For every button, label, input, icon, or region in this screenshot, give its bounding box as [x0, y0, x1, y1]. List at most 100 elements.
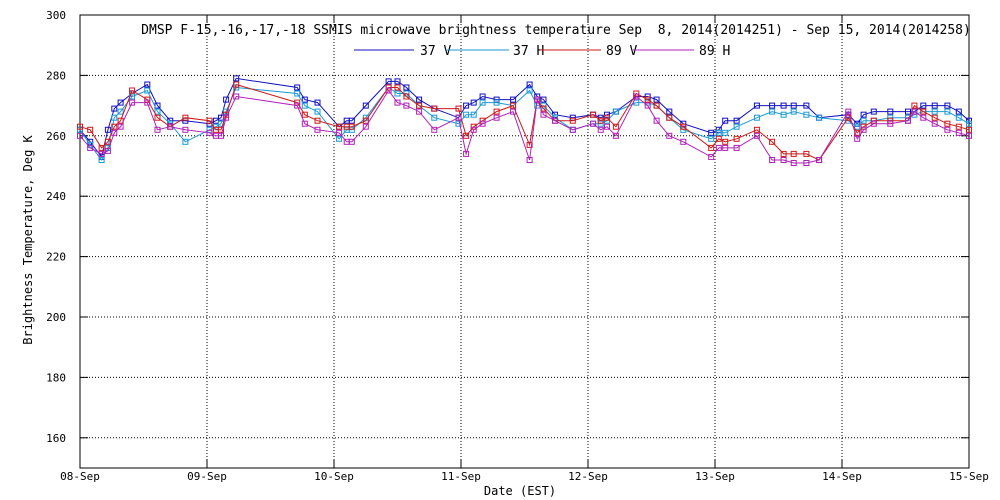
data-point-89h [604, 123, 610, 130]
data-point-89v [931, 114, 938, 121]
data-point-89v [733, 135, 740, 142]
data-point-37h [780, 111, 787, 118]
data-point-89v [526, 141, 533, 148]
data-point-37v [463, 102, 470, 109]
data-point-89v [129, 87, 136, 94]
data-point-89h [680, 138, 687, 145]
data-point-37v [753, 102, 760, 109]
data-point-89v [416, 102, 423, 109]
data-point-89h [223, 114, 230, 121]
data-point-89h [510, 108, 517, 115]
data-point-89h [955, 129, 962, 136]
data-point-89h [540, 111, 547, 118]
data-point-89h [860, 126, 867, 133]
data-point-89h [666, 132, 673, 139]
series-line-37v [79, 77, 970, 159]
y-tick-label: 220 [46, 251, 66, 264]
data-point-37v [803, 102, 810, 109]
data-point-37h [348, 126, 355, 133]
data-point-89h [569, 126, 576, 133]
data-point-37h [966, 120, 972, 127]
data-point-89v [569, 117, 576, 124]
data-point-37v [348, 117, 355, 124]
data-point-89h [526, 157, 533, 163]
data-point-37v [416, 96, 423, 103]
data-point-89v [911, 102, 918, 109]
data-point-89v [944, 120, 951, 127]
data-point-89h [803, 160, 810, 166]
data-point-37v [920, 102, 927, 109]
data-point-89h [98, 150, 105, 157]
data-point-89v [233, 81, 240, 88]
data-point-37v [769, 102, 776, 109]
data-point-37v [644, 93, 651, 100]
data-point-89v [431, 105, 438, 112]
data-point-37v [403, 84, 410, 91]
data-point-89v [666, 114, 673, 121]
data-point-37v [790, 102, 797, 109]
data-point-89h [911, 108, 918, 115]
data-point-89h [104, 147, 111, 154]
data-point-89v [604, 114, 610, 121]
data-point-37h [394, 90, 401, 97]
data-point-89v [803, 150, 810, 157]
data-point-89v [455, 105, 462, 112]
data-point-89v [493, 108, 500, 115]
data-point-89v [715, 135, 722, 142]
data-point-37h [336, 135, 343, 142]
data-point-89h [154, 126, 161, 133]
data-point-37h [816, 114, 823, 121]
data-point-89v [111, 123, 118, 130]
data-point-89v [314, 117, 321, 124]
data-point-89h [182, 126, 189, 133]
data-point-89v [854, 129, 861, 136]
y-tick-label: 300 [46, 9, 66, 22]
data-point-37v [510, 96, 517, 103]
y-tick-label: 160 [46, 432, 66, 445]
data-point-89h [845, 108, 852, 115]
x-tick-label: 08-Sep [60, 470, 100, 483]
legend-label-37v: 37 V [420, 44, 451, 59]
data-point-89h [431, 126, 438, 133]
data-point-89h [294, 102, 301, 109]
data-point-37v [385, 78, 392, 85]
data-point-37h [154, 108, 161, 115]
data-point-89h [87, 144, 94, 151]
data-point-89h [966, 132, 972, 139]
data-point-89v [753, 126, 760, 133]
data-point-37h [790, 108, 797, 115]
data-point-89h [301, 120, 308, 127]
data-point-89h [887, 120, 894, 127]
data-point-89h [403, 102, 410, 109]
data-point-89v [362, 117, 369, 124]
data-point-89v [966, 126, 972, 133]
data-point-89v [612, 123, 619, 130]
data-point-37h [470, 111, 477, 118]
y-tick-label: 280 [46, 69, 66, 82]
data-point-37h [733, 123, 740, 130]
data-point-37v [666, 108, 673, 115]
data-point-37h [803, 111, 810, 118]
data-point-37h [111, 114, 118, 121]
data-point-37v [233, 75, 240, 82]
data-point-37v [301, 96, 308, 103]
x-tick-label: 13-Sep [695, 470, 735, 483]
data-point-89v [920, 108, 927, 115]
data-point-89h [111, 129, 118, 136]
x-tick-label: 10-Sep [314, 470, 354, 483]
x-axis-title: Date (EST) [484, 484, 556, 498]
data-point-37v [362, 102, 369, 109]
data-point-89h [394, 99, 401, 106]
data-point-37v [955, 108, 962, 115]
data-point-37v [314, 99, 321, 106]
data-point-89h [931, 120, 938, 127]
legend-label-37h: 37 H [513, 44, 544, 59]
data-point-37v [104, 126, 111, 133]
data-point-89h [362, 123, 369, 130]
data-point-37v [708, 129, 715, 136]
data-point-37h [860, 117, 867, 124]
data-point-37h [463, 111, 470, 118]
data-point-89h [905, 117, 911, 124]
data-point-89v [769, 138, 776, 145]
